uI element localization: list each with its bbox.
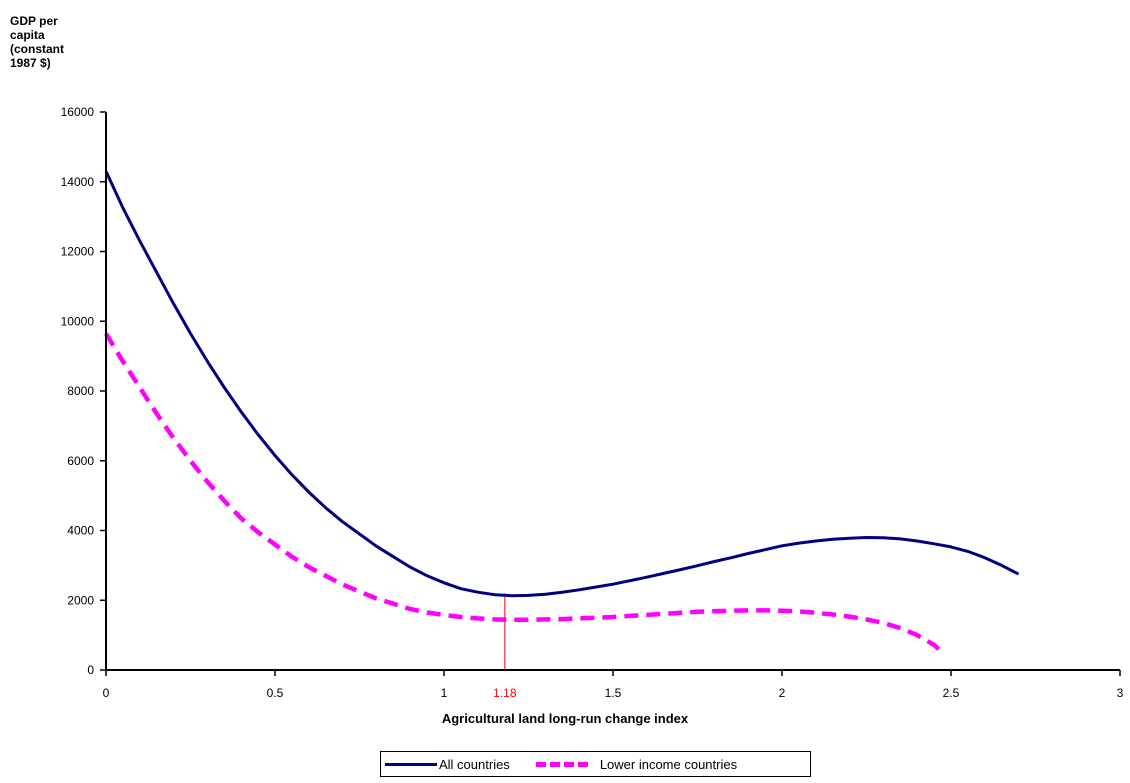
x-tick-label: 3 [1117, 686, 1124, 700]
y-tick-label: 2000 [67, 593, 94, 607]
x-tick-label: 0.5 [267, 686, 284, 700]
series-lower-income-line [104, 332, 946, 656]
annotation-label: 1.18 [493, 686, 517, 700]
x-tick-label: 2.5 [943, 686, 960, 700]
legend-item-lower-income: Lower income countries [535, 756, 738, 772]
series-all-countries-line [104, 170, 1020, 598]
x-axis-title: Agricultural land long-run change index [441, 711, 689, 726]
y-tick-label: 6000 [67, 454, 94, 468]
legend-label-lower-income: Lower income countries [599, 756, 738, 772]
legend-swatch-dashed [535, 761, 588, 767]
legend-label-all-countries: All countries [439, 756, 510, 772]
y-tick-label: 8000 [67, 384, 94, 398]
legend-item-all-countries: All countries [385, 757, 510, 772]
y-tick-label: 4000 [67, 524, 94, 538]
x-tick-label: 2 [779, 686, 786, 700]
y-tick-label: 16000 [61, 105, 95, 119]
legend: All countries Lower income countries [380, 751, 811, 777]
y-axis-title: GDP per capita (constant 1987 $) [10, 14, 64, 70]
y-tick-label: 14000 [61, 175, 95, 189]
y-tick-label: 10000 [61, 314, 95, 328]
y-tick-label: 0 [87, 663, 94, 677]
legend-swatch-solid [385, 762, 437, 766]
x-tick-label: 1 [441, 686, 448, 700]
y-tick-label: 12000 [61, 245, 95, 259]
x-tick-label: 1.5 [605, 686, 622, 700]
x-tick-label: 0 [103, 686, 110, 700]
